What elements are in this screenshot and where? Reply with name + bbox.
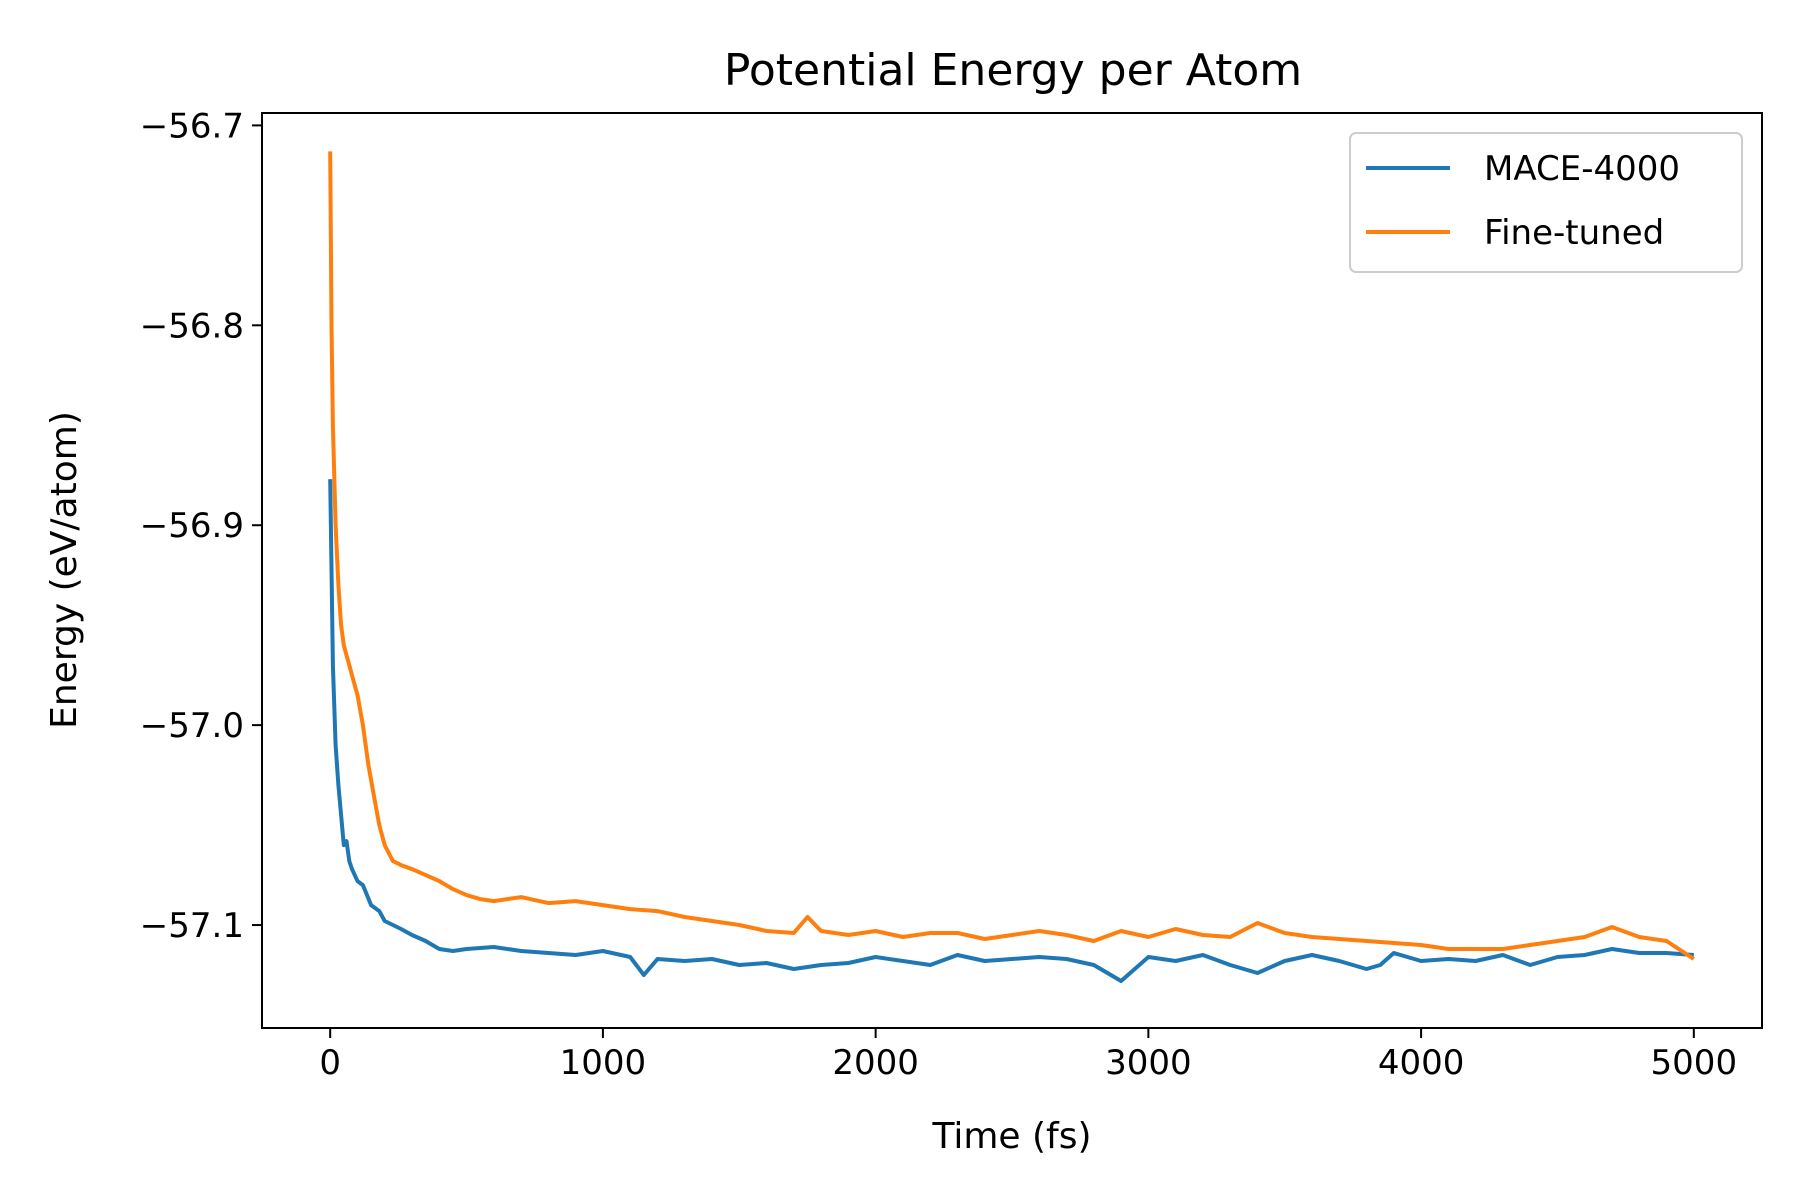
series-line-fine-tuned (328, 151, 1695, 961)
x-tick-label: 0 (319, 1043, 341, 1083)
x-tick-label: 2000 (832, 1043, 919, 1083)
plot-frame (261, 112, 1763, 1029)
x-tick-label: 4000 (1378, 1043, 1465, 1083)
y-tick-label: −57.0 (140, 706, 244, 746)
legend-label-mace-4000: MACE-4000 (1484, 149, 1680, 189)
y-tick-label: −56.8 (140, 306, 244, 346)
x-axis-label: Time (fs) (931, 1116, 1091, 1157)
series-layer (328, 151, 1695, 983)
y-tick-label: −57.1 (140, 906, 244, 946)
chart-title: Potential Energy per Atom (724, 45, 1302, 96)
x-tick-label: 1000 (560, 1043, 647, 1083)
x-tick-label: 5000 (1651, 1043, 1738, 1083)
legend: MACE-4000 Fine-tuned (1349, 132, 1743, 273)
y-axis-label: Energy (eV/atom) (44, 411, 85, 729)
series-line-mace-4000 (328, 479, 1694, 983)
x-tick-label: 3000 (1105, 1043, 1192, 1083)
y-axis: −57.1 −57.0 −56.9 −56.8 −56.7 (140, 106, 262, 946)
y-tick-label: −56.9 (140, 506, 244, 546)
y-tick-label: −56.7 (140, 106, 244, 146)
legend-label-fine-tuned: Fine-tuned (1484, 213, 1664, 253)
x-axis: 0 1000 2000 3000 4000 5000 (319, 1028, 1737, 1083)
